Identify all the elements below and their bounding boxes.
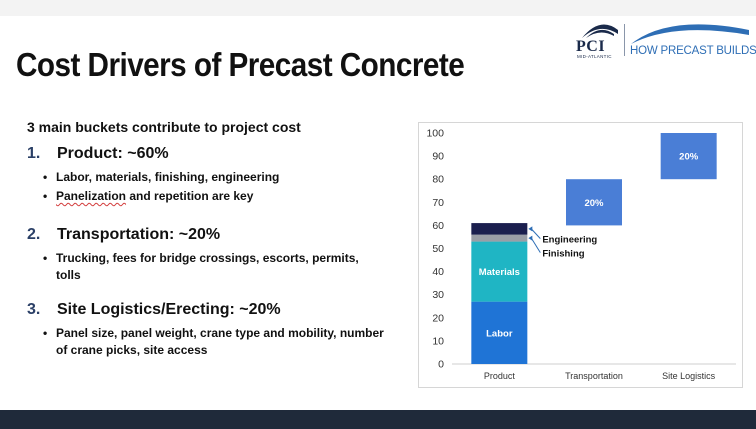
bar-segment-label: Materials <box>479 267 520 278</box>
cost-chart-svg: 0 10 20 30 40 50 60 70 80 90 100 Labor Materials 20% 2… <box>418 122 743 388</box>
y-tick-label: 80 <box>432 174 444 186</box>
annotation-arrow-line <box>530 228 541 239</box>
section-heading-text: Transportation: ~20% <box>57 226 221 243</box>
pci-logo: PCI MID-ATLANTIC <box>576 20 622 60</box>
bullet-text: Panel size, panel weight, crane type and… <box>56 326 384 357</box>
x-category-label: Product <box>484 371 516 381</box>
pci-logo-subtext: MID-ATLANTIC <box>577 54 612 59</box>
y-tick-label: 20 <box>432 312 444 324</box>
bullet-text: Labor, materials, finishing, engineering <box>56 170 280 184</box>
annotation-arrowhead-icon <box>528 226 533 232</box>
bar-segment-site-logistics <box>660 133 717 180</box>
top-strip <box>0 0 756 16</box>
annotation-label: Engineering <box>542 235 597 246</box>
pci-mark-icon <box>582 24 618 38</box>
section-heading-text: Product: ~60% <box>57 145 169 162</box>
bullet-item: • Panelization and repetition are key <box>43 188 386 205</box>
section-number: 3. <box>27 301 41 318</box>
x-category-label: Site Logistics <box>662 371 716 381</box>
bullet-dot: • <box>43 326 48 340</box>
how-precast-builds-text: HOW PRECAST BUILDS. <box>630 45 756 57</box>
bullet-item: • Labor, materials, finishing, engineeri… <box>43 169 386 186</box>
section-number: 1. <box>27 145 41 162</box>
bullet-dot: • <box>43 170 48 184</box>
annotation-label: Finishing <box>542 249 584 260</box>
bullet-dot: • <box>43 251 48 265</box>
y-tick-label: 0 <box>438 359 444 371</box>
bullet-item: • Trucking, fees for bridge crossings, e… <box>43 250 386 284</box>
footer-bar <box>0 410 756 429</box>
annotation-arrow-line <box>530 237 541 253</box>
intro-text: 3 main buckets contribute to project cos… <box>27 119 301 135</box>
annotation-arrowhead-icon <box>528 235 533 241</box>
bullet-dot: • <box>43 189 48 203</box>
section-heading-site-logistics: 3. Site Logistics/Erecting: ~20% <box>27 301 281 319</box>
arc-logo-icon <box>631 24 749 44</box>
y-tick-label: 50 <box>432 243 444 255</box>
y-tick-label: 70 <box>432 197 444 209</box>
section-heading-text: Site Logistics/Erecting: ~20% <box>57 301 281 318</box>
cost-chart: 0 10 20 30 40 50 60 70 80 90 100 Labor Materials 20% 2… <box>418 122 743 388</box>
y-tick-label: 90 <box>432 151 444 163</box>
y-tick-label: 60 <box>432 220 444 232</box>
y-tick-label: 100 <box>426 128 444 140</box>
slide-title: Cost Drivers of Precast Concrete <box>16 46 465 83</box>
pci-logo-text: PCI <box>576 38 606 55</box>
bullet-text: Trucking, fees for bridge crossings, esc… <box>56 251 359 282</box>
bar-segment-finishing <box>471 234 528 242</box>
bullet-text: and repetition are key <box>126 189 254 203</box>
x-category-label: Transportation <box>565 371 623 381</box>
bullet-item: • Panel size, panel weight, crane type a… <box>43 325 386 359</box>
bar-segment-label: Labor <box>486 328 513 339</box>
bar-segment-labor <box>471 301 528 364</box>
bar-segment-engineering <box>471 223 528 235</box>
section-number: 2. <box>27 226 41 243</box>
logo-divider <box>624 24 625 56</box>
y-tick-label: 40 <box>432 266 444 278</box>
how-precast-builds-logo: HOW PRECAST BUILDS. <box>629 20 756 60</box>
chart-frame <box>418 122 743 388</box>
bar-segment-transportation <box>566 179 622 226</box>
section-heading-product: 1. Product: ~60% <box>27 145 169 163</box>
bar-segment-label: 20% <box>584 198 604 209</box>
y-tick-label: 10 <box>432 335 444 347</box>
section-heading-transportation: 2. Transportation: ~20% <box>27 226 220 244</box>
bar-segment-label: 20% <box>679 152 699 163</box>
spellcheck-marked-word: Panelization <box>56 189 127 203</box>
y-tick-label: 30 <box>432 289 444 301</box>
bar-segment-materials <box>471 241 528 302</box>
